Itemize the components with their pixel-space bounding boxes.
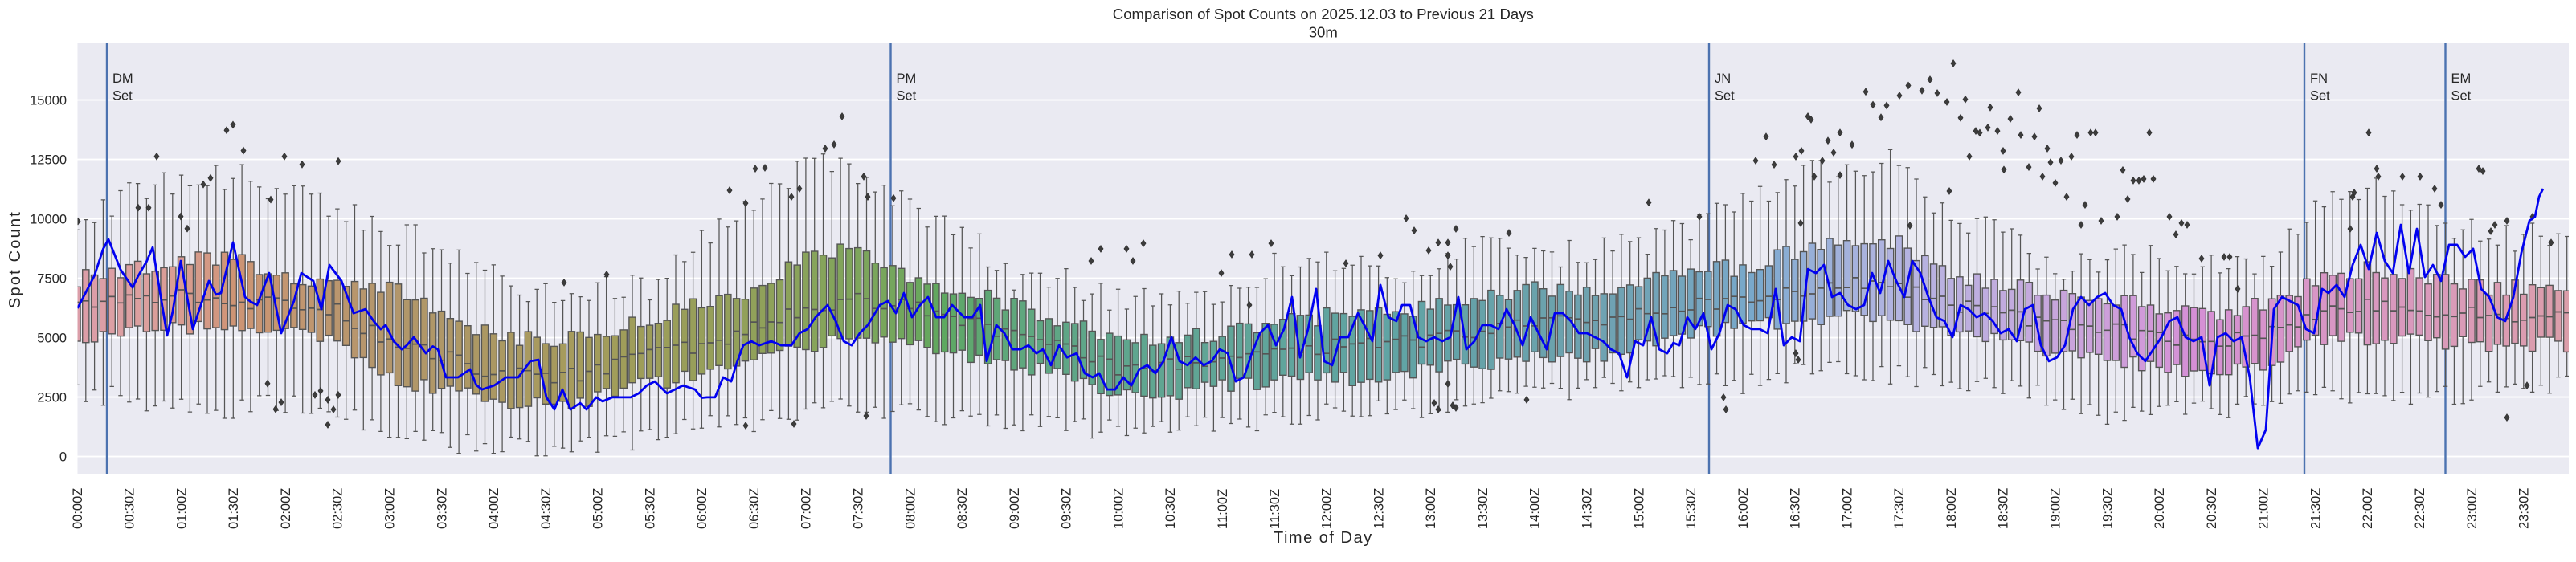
svg-text:22:00Z: 22:00Z	[2361, 488, 2375, 529]
svg-text:15000: 15000	[30, 93, 67, 108]
svg-text:18:30Z: 18:30Z	[1997, 488, 2011, 529]
svg-text:17:00Z: 17:00Z	[1840, 488, 1854, 529]
svg-text:03:00Z: 03:00Z	[383, 488, 398, 529]
svg-text:20:00Z: 20:00Z	[2153, 488, 2167, 529]
svg-text:EM: EM	[2451, 71, 2472, 86]
svg-text:03:30Z: 03:30Z	[435, 488, 449, 529]
svg-text:14:00Z: 14:00Z	[1528, 488, 1543, 529]
svg-text:7500: 7500	[37, 271, 67, 286]
svg-text:Comparison of Spot Counts on 2: Comparison of Spot Counts on 2025.12.03 …	[1113, 6, 1534, 22]
svg-text:0: 0	[59, 450, 67, 464]
svg-text:04:00Z: 04:00Z	[487, 488, 501, 529]
svg-text:18:00Z: 18:00Z	[1944, 488, 1959, 529]
svg-text:22:30Z: 22:30Z	[2413, 488, 2427, 529]
svg-text:23:00Z: 23:00Z	[2465, 488, 2480, 529]
svg-text:FN: FN	[2310, 71, 2328, 86]
svg-text:08:30Z: 08:30Z	[955, 488, 970, 529]
svg-text:11:00Z: 11:00Z	[1216, 489, 1230, 529]
svg-text:Spot Count: Spot Count	[6, 210, 24, 308]
svg-text:14:30Z: 14:30Z	[1580, 488, 1595, 529]
svg-text:Set: Set	[897, 89, 917, 104]
svg-text:02:00Z: 02:00Z	[279, 488, 293, 529]
svg-text:19:30Z: 19:30Z	[2100, 488, 2115, 529]
svg-text:Set: Set	[112, 89, 133, 104]
svg-text:12:30Z: 12:30Z	[1372, 488, 1386, 529]
svg-text:16:00Z: 16:00Z	[1736, 488, 1751, 529]
svg-text:06:30Z: 06:30Z	[747, 488, 762, 529]
svg-text:12:00Z: 12:00Z	[1320, 488, 1335, 529]
svg-text:07:30Z: 07:30Z	[852, 488, 866, 529]
svg-text:Set: Set	[2451, 89, 2472, 104]
svg-text:2500: 2500	[37, 390, 67, 405]
svg-text:PM: PM	[897, 71, 917, 86]
svg-text:04:30Z: 04:30Z	[539, 488, 554, 529]
svg-text:00:30Z: 00:30Z	[123, 488, 137, 529]
svg-text:DM: DM	[112, 71, 133, 86]
svg-text:12500: 12500	[30, 153, 67, 167]
svg-text:Time of Day: Time of Day	[1274, 529, 1373, 547]
svg-text:09:00Z: 09:00Z	[1008, 488, 1022, 529]
svg-text:13:00Z: 13:00Z	[1424, 488, 1438, 529]
svg-text:06:00Z: 06:00Z	[695, 488, 709, 529]
svg-text:16:30Z: 16:30Z	[1789, 488, 1803, 529]
svg-text:20:30Z: 20:30Z	[2205, 488, 2219, 529]
svg-text:09:30Z: 09:30Z	[1060, 488, 1074, 529]
svg-text:13:30Z: 13:30Z	[1476, 488, 1490, 529]
svg-text:00:00Z: 00:00Z	[71, 488, 85, 529]
svg-text:19:00Z: 19:00Z	[2049, 488, 2063, 529]
svg-text:5000: 5000	[37, 331, 67, 345]
svg-text:05:30Z: 05:30Z	[643, 488, 657, 529]
svg-text:15:00Z: 15:00Z	[1632, 488, 1646, 529]
svg-text:21:30Z: 21:30Z	[2308, 488, 2323, 529]
svg-text:21:00Z: 21:00Z	[2257, 488, 2271, 529]
svg-text:JN: JN	[1715, 71, 1731, 86]
svg-text:01:00Z: 01:00Z	[174, 488, 189, 529]
svg-text:30m: 30m	[1309, 24, 1338, 41]
svg-text:11:30Z: 11:30Z	[1268, 489, 1282, 529]
svg-text:01:30Z: 01:30Z	[227, 488, 241, 529]
svg-text:10000: 10000	[30, 212, 67, 226]
svg-text:17:30Z: 17:30Z	[1892, 488, 1907, 529]
svg-text:07:00Z: 07:00Z	[799, 488, 814, 529]
svg-text:23:30Z: 23:30Z	[2517, 488, 2532, 529]
svg-text:10:30Z: 10:30Z	[1163, 488, 1178, 529]
svg-text:10:00Z: 10:00Z	[1111, 488, 1126, 529]
svg-text:05:00Z: 05:00Z	[591, 488, 606, 529]
svg-text:Set: Set	[1715, 89, 1735, 104]
svg-text:02:30Z: 02:30Z	[331, 488, 346, 529]
svg-text:Set: Set	[2310, 89, 2330, 104]
svg-text:15:30Z: 15:30Z	[1684, 488, 1699, 529]
svg-text:08:00Z: 08:00Z	[903, 488, 918, 529]
